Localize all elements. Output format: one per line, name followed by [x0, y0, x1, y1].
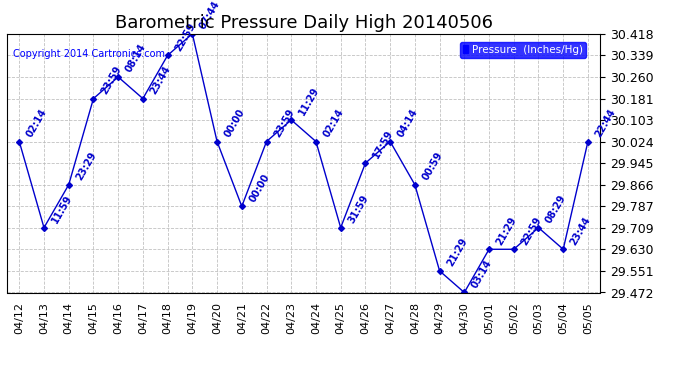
- Text: 21:29: 21:29: [445, 236, 469, 268]
- Text: 00:00: 00:00: [247, 172, 271, 204]
- Legend: Pressure  (Inches/Hg): Pressure (Inches/Hg): [460, 42, 586, 58]
- Text: 21:29: 21:29: [495, 214, 519, 246]
- Text: 03:14: 03:14: [470, 258, 494, 290]
- Text: 11:29: 11:29: [297, 85, 321, 117]
- Text: 00:00: 00:00: [223, 107, 247, 139]
- Text: 23:44: 23:44: [148, 64, 172, 96]
- Text: 31:59: 31:59: [346, 193, 371, 225]
- Text: 23:59: 23:59: [272, 107, 296, 139]
- Text: 22:59: 22:59: [173, 21, 197, 53]
- Text: 04:14: 04:14: [395, 107, 420, 139]
- Text: 08:14: 08:14: [124, 42, 148, 74]
- Text: 22:44: 22:44: [593, 107, 618, 139]
- Text: 17:59: 17:59: [371, 129, 395, 160]
- Text: 22:59: 22:59: [520, 214, 544, 246]
- Text: Copyright 2014 Cartronics.com: Copyright 2014 Cartronics.com: [13, 49, 165, 59]
- Text: 00:59: 00:59: [420, 150, 444, 182]
- Text: 23:29: 23:29: [75, 150, 99, 182]
- Text: 08:29: 08:29: [544, 193, 569, 225]
- Text: 07:44: 07:44: [198, 0, 222, 31]
- Text: 23:44: 23:44: [569, 214, 593, 246]
- Title: Barometric Pressure Daily High 20140506: Barometric Pressure Daily High 20140506: [115, 14, 493, 32]
- Text: 11:59: 11:59: [50, 193, 74, 225]
- Text: 23:59: 23:59: [99, 64, 123, 96]
- Text: 02:14: 02:14: [25, 107, 49, 139]
- Text: 02:14: 02:14: [322, 107, 346, 139]
